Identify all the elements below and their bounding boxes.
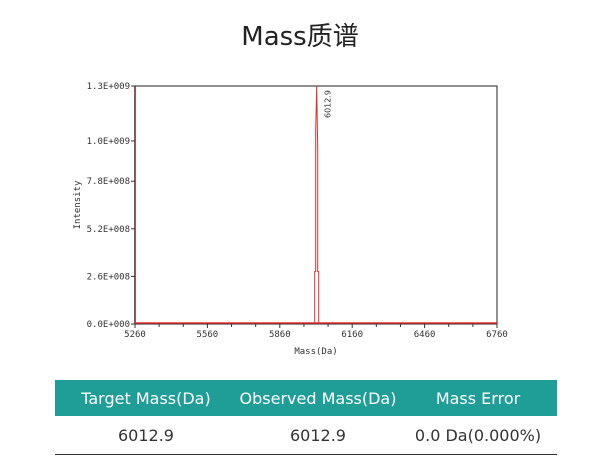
peak-label: 6012.9 <box>324 90 333 118</box>
cell-observed-mass: 6012.9 <box>290 425 346 445</box>
x-tick-label: 5260 <box>124 330 146 340</box>
cell-mass-error: 0.0 Da(0.000%) <box>414 425 542 445</box>
y-tick-label: 1.0E+009 <box>87 137 130 147</box>
mass-spectrum-chart: 5260 5560 5860 6160 6460 6760 0.0E+000 2.6E+008… <box>73 82 508 357</box>
header-mass-error: Mass Error <box>435 388 521 408</box>
y-tick-label: 7.8E+008 <box>87 177 130 187</box>
mass-table: Target Mass(Da) Observed Mass(Da) Mass E… <box>55 380 557 455</box>
cell-target-mass: 6012.9 <box>118 425 174 445</box>
table-header: Target Mass(Da) Observed Mass(Da) Mass E… <box>55 380 557 416</box>
x-axis-label: Mass(Da) <box>294 347 337 357</box>
x-tick-label: 5860 <box>269 330 291 340</box>
x-tick-label: 5560 <box>197 330 219 340</box>
peak-trace <box>314 85 320 324</box>
header-target-mass: Target Mass(Da) <box>81 388 211 408</box>
y-axis-label: Intensity <box>73 180 83 229</box>
y-tick-label: 5.2E+008 <box>87 225 130 235</box>
y-tick-label: 0.0E+000 <box>87 320 130 330</box>
table-row: 6012.9 6012.9 0.0 Da(0.000%) <box>55 416 557 454</box>
y-tick-label: 2.6E+008 <box>87 272 130 282</box>
x-tick-label: 6460 <box>414 330 436 340</box>
x-tick-label: 6160 <box>341 330 363 340</box>
header-observed-mass: Observed Mass(Da) <box>239 388 397 408</box>
page-title: Mass质谱 <box>241 22 359 52</box>
y-tick-label: 1.3E+009 <box>87 82 130 92</box>
x-tick-label: 6760 <box>486 330 508 340</box>
